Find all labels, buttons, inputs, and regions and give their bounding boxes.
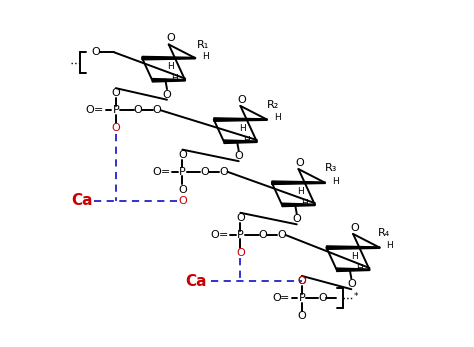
Polygon shape <box>327 246 380 249</box>
Text: O: O <box>296 158 304 168</box>
Text: O: O <box>236 213 245 223</box>
Text: H: H <box>387 242 393 251</box>
Text: O: O <box>163 90 172 100</box>
Text: O: O <box>111 88 120 98</box>
Text: O: O <box>298 276 306 286</box>
Text: O: O <box>234 151 243 161</box>
Text: O: O <box>178 185 187 195</box>
Text: -: - <box>211 167 215 177</box>
Text: H: H <box>332 177 339 186</box>
Text: H: H <box>297 187 303 196</box>
Text: R₃: R₃ <box>325 163 337 174</box>
Text: O: O <box>292 214 301 224</box>
Text: H: H <box>274 113 281 122</box>
Text: H: H <box>351 252 358 261</box>
Text: O: O <box>258 230 267 240</box>
Polygon shape <box>224 140 257 143</box>
Text: O: O <box>166 33 175 43</box>
Text: P: P <box>112 105 119 115</box>
Text: O: O <box>277 230 286 240</box>
Text: O: O <box>272 293 281 303</box>
Text: O: O <box>238 95 246 105</box>
Polygon shape <box>142 57 195 60</box>
Text: O: O <box>86 105 94 115</box>
Text: R₄: R₄ <box>378 228 390 238</box>
Text: R₁: R₁ <box>197 41 209 50</box>
Text: O: O <box>178 150 187 160</box>
Text: O: O <box>298 311 306 321</box>
Text: O: O <box>111 123 120 133</box>
Polygon shape <box>152 78 185 82</box>
Text: =: = <box>280 293 290 303</box>
Text: O: O <box>318 293 327 303</box>
Text: -: - <box>269 230 273 240</box>
Polygon shape <box>214 118 267 121</box>
Text: O: O <box>298 276 306 286</box>
Text: H: H <box>172 74 178 83</box>
Text: O: O <box>152 167 161 177</box>
Text: H: H <box>356 264 363 272</box>
Text: H: H <box>202 52 209 61</box>
Text: P: P <box>299 293 305 303</box>
Text: H: H <box>239 124 246 133</box>
Text: *: * <box>354 291 358 301</box>
Text: O: O <box>91 47 100 57</box>
Text: O: O <box>347 279 356 289</box>
Text: O: O <box>178 196 187 206</box>
Text: -: - <box>145 105 148 115</box>
Text: O: O <box>134 105 142 115</box>
Text: O: O <box>236 248 245 258</box>
Text: R₂: R₂ <box>267 100 279 110</box>
Text: H: H <box>301 199 308 208</box>
Text: O: O <box>350 223 359 233</box>
Text: O: O <box>200 167 209 177</box>
Text: H: H <box>243 136 250 144</box>
Text: O: O <box>210 230 219 240</box>
Text: Ca: Ca <box>185 273 207 289</box>
Text: =: = <box>219 230 228 240</box>
Text: =: = <box>161 167 170 177</box>
Text: P: P <box>179 167 186 177</box>
Text: O: O <box>219 167 228 177</box>
Polygon shape <box>272 181 325 185</box>
Text: Ca: Ca <box>71 193 92 208</box>
Text: H: H <box>167 62 174 71</box>
Text: =: = <box>94 105 103 115</box>
Text: P: P <box>237 230 244 240</box>
Polygon shape <box>337 268 370 271</box>
Polygon shape <box>282 203 315 206</box>
Text: O: O <box>152 105 161 115</box>
